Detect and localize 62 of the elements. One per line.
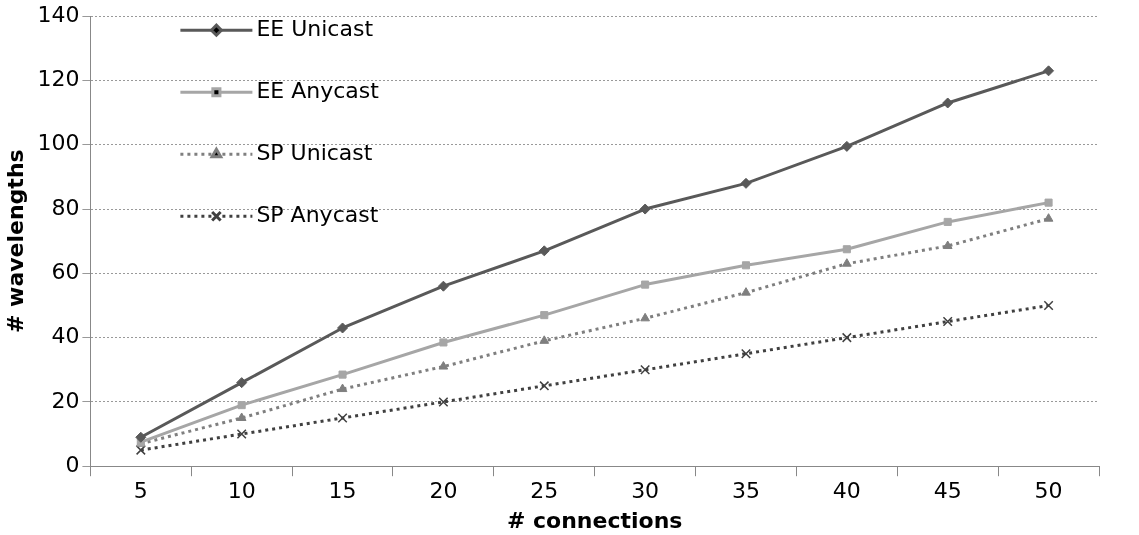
x-tick-label: 25 [530,478,559,504]
x-tick-label: 35 [731,478,760,504]
point [337,322,349,334]
point [942,97,954,109]
y-tick-label: 0 [65,451,80,477]
point [640,312,650,322]
point [539,335,550,344]
point [942,240,953,250]
x-tick-label: 10 [227,478,256,504]
y-tick-label: 120 [37,66,80,92]
point [439,338,448,347]
x-tick-label: 20 [429,478,458,504]
point [539,380,550,391]
x-tick-label: 40 [832,478,861,504]
point [1043,65,1055,77]
point [740,348,751,359]
point [741,261,751,270]
point [236,412,247,421]
y-tick-label: 20 [51,387,80,413]
legend-label: EE Unicast [256,15,374,41]
point [337,412,348,423]
point [438,361,449,370]
point [135,445,146,456]
point [640,364,651,375]
point [1043,300,1054,311]
point [942,316,953,327]
point [540,311,549,320]
point [842,245,851,254]
point [1043,213,1054,222]
point [943,217,952,226]
point [841,332,852,343]
point [438,396,449,407]
y-tick-label: 140 [37,1,80,27]
x-tick-label: 45 [933,478,962,504]
point [842,258,852,267]
point [538,245,550,257]
point [741,287,751,296]
point [337,383,348,393]
x-tick-label: 15 [328,478,357,504]
point [135,431,147,443]
point [740,177,752,189]
legend-label: EE Anycast [256,77,380,103]
point [237,401,246,410]
point [1044,198,1053,207]
point [841,140,853,152]
y-tick-label: 60 [51,259,80,285]
legend-label: SP Unicast [256,139,373,165]
legend-label: SP Anycast [256,201,379,227]
y-tick-label: 100 [37,130,80,156]
x-tick-label: 30 [631,478,660,504]
point [236,377,248,389]
x-tick-label: 50 [1034,478,1063,504]
point [641,280,650,289]
point [236,429,247,440]
x-axis-title: # connections [506,507,683,533]
y-tick-label: 40 [51,323,80,349]
point [437,280,449,292]
point [338,370,347,379]
y-axis-title: # wavelengths [2,149,28,334]
point [639,203,651,215]
y-tick-label: 80 [51,194,80,220]
x-tick-label: 5 [133,478,148,504]
